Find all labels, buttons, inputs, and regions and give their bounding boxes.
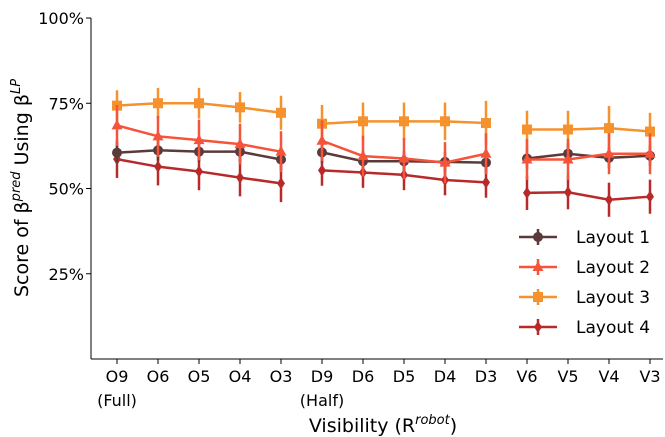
series-line [527, 126, 651, 133]
data-point [521, 153, 533, 164]
x-tick-label: V5 [557, 367, 578, 386]
data-point [645, 126, 655, 137]
data-point [276, 107, 286, 118]
data-point [275, 145, 287, 156]
x-tick-label: D6 [352, 367, 375, 386]
data-point [522, 124, 532, 135]
x-tick-label: D4 [434, 367, 457, 386]
legend-label: Layout 4 [576, 318, 650, 338]
x-group-label: (Full) [97, 391, 137, 410]
data-point [482, 176, 490, 189]
legend-marker [533, 292, 543, 302]
legend-marker [532, 261, 544, 271]
legend-marker [534, 321, 542, 333]
axes: 25% 50% 75% 100% [38, 9, 663, 360]
data-point [480, 147, 492, 158]
data-point [439, 156, 451, 167]
x-group-label: (Half) [300, 391, 344, 410]
data-point [235, 102, 245, 113]
x-tick-label: D9 [311, 367, 334, 386]
data-point [481, 118, 491, 129]
x-tick-label: V4 [598, 367, 619, 386]
x-tick-label: V6 [516, 367, 537, 386]
series-layout-3 [112, 87, 655, 151]
x-tick-label: O5 [188, 367, 211, 386]
x-tick-label: D5 [393, 367, 416, 386]
x-tick-labels: O9 O6 O5 O4 O3 (Full) D9 D6 D5 D4 D3 (Half) V6 V5 V4 V3 [97, 359, 661, 410]
x-tick-label: O9 [106, 367, 129, 386]
series-line [526, 190, 651, 202]
x-tick-label: D3 [475, 367, 498, 386]
legend-label: Layout 3 [576, 288, 650, 308]
data-point [605, 193, 613, 206]
data-point [398, 152, 410, 163]
data-point [604, 123, 614, 134]
data-point [603, 147, 615, 158]
legend-label: Layout 2 [576, 258, 650, 278]
legend: Layout 1 Layout 2 Layout 3 Layout 4 [519, 228, 650, 338]
y-tick-label: 75% [48, 94, 84, 113]
data-point [644, 147, 656, 158]
data-point [111, 119, 123, 130]
data-point [523, 186, 531, 199]
data-point [234, 138, 246, 149]
x-axis-title: Visibility (Rrobot) [309, 413, 457, 437]
x-tick-label: O3 [270, 367, 293, 386]
data-point [646, 190, 654, 203]
series-layout-2 [111, 104, 656, 184]
data-point [277, 177, 285, 190]
data-point [564, 186, 572, 199]
data-point [399, 116, 409, 127]
x-tick-label: V3 [639, 367, 660, 386]
data-point [195, 165, 203, 178]
data-point [318, 164, 326, 177]
x-tick-label: O4 [229, 367, 252, 386]
data-point [152, 130, 164, 141]
data-point [236, 171, 244, 184]
legend-label: Layout 1 [576, 228, 650, 248]
data-point [316, 134, 328, 145]
data-point [112, 147, 122, 158]
data-point [154, 160, 162, 173]
y-tick-label: 25% [48, 265, 84, 284]
y-axis-title: Score of βpred Using βLP [9, 79, 33, 297]
data-point [153, 98, 163, 109]
data-point [358, 116, 368, 127]
series-line [527, 152, 650, 161]
data-point [440, 116, 450, 127]
y-tick-label: 100% [38, 9, 84, 28]
data-point [357, 150, 369, 161]
data-point [193, 134, 205, 145]
plot-area [111, 87, 656, 217]
y-tick-label: 50% [48, 180, 84, 199]
x-tick-label: O6 [147, 367, 170, 386]
data-point [563, 124, 573, 135]
data-point [562, 153, 574, 164]
data-point [194, 98, 204, 109]
legend-marker [533, 232, 543, 242]
